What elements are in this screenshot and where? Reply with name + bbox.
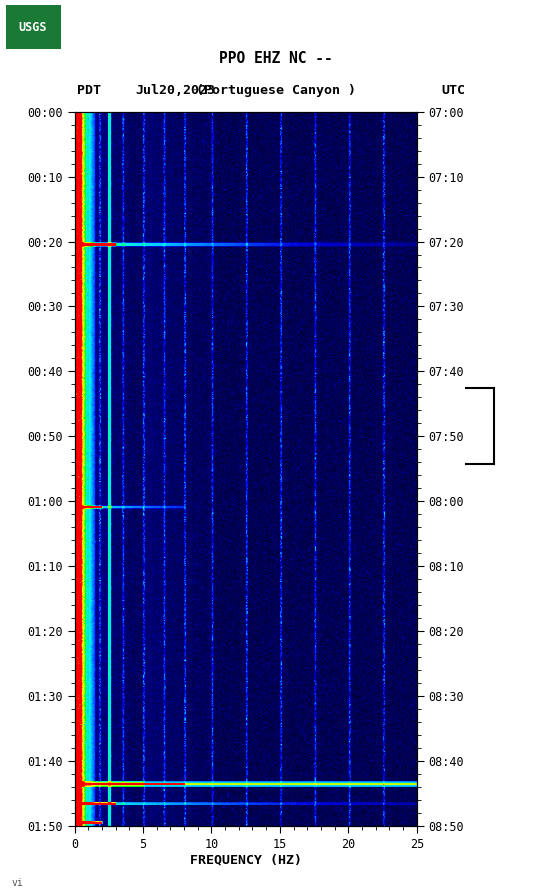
X-axis label: FREQUENCY (HZ): FREQUENCY (HZ) [190,854,301,866]
Text: PDT: PDT [77,84,101,97]
Text: UTC: UTC [442,84,465,97]
Text: PPO EHZ NC --: PPO EHZ NC -- [219,51,333,66]
Text: vi: vi [11,878,23,888]
Text: Jul20,2023: Jul20,2023 [135,84,215,97]
Text: USGS: USGS [19,21,47,34]
Text: (Portuguese Canyon ): (Portuguese Canyon ) [196,84,356,97]
